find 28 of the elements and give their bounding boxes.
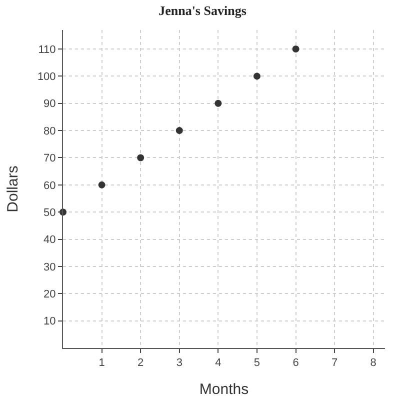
y-axis-title: Dollars: [4, 166, 22, 212]
x-tick-label: 3: [176, 357, 182, 370]
y-tick-label: 30: [44, 261, 56, 274]
x-tick-label: 1: [98, 357, 105, 370]
point: [176, 127, 183, 134]
y-tick-label: 40: [44, 234, 56, 246]
y-tick-label: 80: [44, 125, 56, 138]
point: [137, 154, 144, 162]
y-tick-label: 70: [44, 152, 56, 165]
x-tick-label: 7: [332, 357, 338, 370]
point: [98, 181, 106, 188]
chart-title: Jenna's Savings: [158, 3, 246, 18]
y-tick-label: 50: [44, 206, 56, 219]
y-tick-label: 10: [44, 316, 56, 328]
y-tick-label: 110: [38, 44, 56, 56]
y-tick-label: 100: [37, 71, 56, 84]
x-tick-label: 6: [292, 357, 299, 370]
point: [253, 72, 260, 80]
y-tick-label: 20: [44, 288, 56, 300]
y-tick-label: 60: [44, 180, 56, 192]
x-tick-label: 8: [370, 357, 376, 370]
x-tick-label: 4: [215, 357, 222, 370]
y-tick-label: 90: [44, 98, 56, 110]
x-tick-label: 5: [254, 357, 260, 370]
point: [214, 100, 222, 107]
x-tick-label: 2: [138, 357, 144, 370]
point: [292, 46, 300, 53]
x-axis-title: Months: [199, 381, 249, 398]
